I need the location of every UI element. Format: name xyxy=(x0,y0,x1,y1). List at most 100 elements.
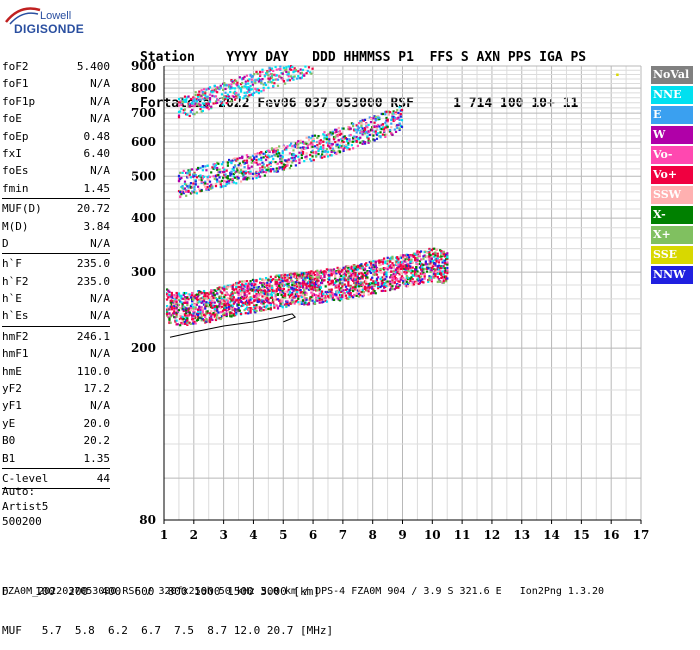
echo-dot xyxy=(237,301,240,304)
echo-dot xyxy=(297,297,300,300)
echo-dot xyxy=(361,288,364,291)
echo-dot xyxy=(245,291,249,294)
echo-dot xyxy=(295,285,299,288)
echo-dot xyxy=(394,256,398,259)
echo-dot xyxy=(330,269,333,272)
echo-dot xyxy=(371,291,374,294)
echo-dot xyxy=(247,301,250,304)
echo-dot xyxy=(278,152,281,155)
echo-dot xyxy=(328,276,331,279)
echo-dot xyxy=(266,168,269,171)
y-tick-label: 300 xyxy=(131,265,156,279)
echo-dot xyxy=(397,123,400,127)
echo-dot xyxy=(379,131,382,134)
echo-dot xyxy=(223,314,226,317)
echo-dot xyxy=(398,128,401,132)
echo-dot xyxy=(243,75,246,78)
echo-dot xyxy=(293,156,296,160)
echo-dot xyxy=(179,317,182,321)
echo-dot xyxy=(204,296,207,299)
echo-dot xyxy=(253,306,256,309)
echo-dot xyxy=(367,282,370,286)
echo-dot xyxy=(174,319,177,322)
echo-dot xyxy=(264,308,268,311)
echo-dot xyxy=(391,279,394,282)
echo-dot xyxy=(319,290,323,293)
echo-dot xyxy=(385,271,388,274)
echo-dot xyxy=(383,282,386,285)
echo-dot xyxy=(193,312,196,315)
echo-dot xyxy=(177,303,181,307)
echo-dot xyxy=(298,282,301,285)
echo-dot xyxy=(270,74,274,77)
echo-dot xyxy=(214,309,218,313)
echo-dot xyxy=(185,318,188,322)
echo-dot xyxy=(237,309,240,313)
echo-dot xyxy=(373,268,376,271)
echo-dot xyxy=(216,178,219,181)
echo-dot xyxy=(348,293,351,296)
echo-dot xyxy=(396,271,399,274)
echo-dot xyxy=(290,302,293,305)
echo-dot xyxy=(182,111,185,114)
echo-dot xyxy=(225,182,228,186)
echo-dot xyxy=(329,272,332,275)
echo-dot xyxy=(318,139,321,143)
echo-dot xyxy=(307,299,311,302)
echo-dot xyxy=(266,304,269,307)
echo-dot xyxy=(213,177,216,180)
echo-dot xyxy=(216,98,219,101)
echo-dot xyxy=(379,263,382,266)
echo-dot xyxy=(237,177,240,180)
echo-dot xyxy=(422,271,425,274)
echo-dot xyxy=(293,302,296,305)
echo-dot xyxy=(205,188,208,191)
echo-dot xyxy=(373,273,376,277)
echo-dot xyxy=(208,100,212,103)
echo-dot xyxy=(213,313,216,316)
echo-dot xyxy=(249,84,252,88)
echo-dot xyxy=(439,267,442,270)
echo-dot xyxy=(356,268,359,271)
echo-dot xyxy=(186,307,189,310)
x-tick-label: 16 xyxy=(603,528,620,542)
echo-dot xyxy=(331,143,334,146)
echo-dot xyxy=(200,94,203,97)
echo-dot xyxy=(387,284,390,287)
x-tick-label: 10 xyxy=(424,528,441,542)
echo-dot xyxy=(279,154,282,157)
echo-dot xyxy=(330,288,333,291)
echo-dot xyxy=(399,263,402,266)
echo-dot xyxy=(311,280,314,283)
echo-dot xyxy=(419,258,423,261)
echo-dot xyxy=(201,102,204,105)
echo-dot xyxy=(247,176,250,180)
echo-dot xyxy=(384,126,387,129)
echo-dot xyxy=(371,287,374,290)
echo-dot xyxy=(236,304,239,307)
echo-dot xyxy=(237,85,240,88)
echo-dot xyxy=(410,260,413,263)
echo-dot xyxy=(225,95,228,98)
echo-dot xyxy=(330,291,333,294)
echo-dot xyxy=(375,269,379,272)
echo-dot xyxy=(213,95,216,98)
echo-dot xyxy=(324,296,327,300)
echo-dot xyxy=(293,158,296,161)
echo-dot xyxy=(286,280,289,283)
echo-dot xyxy=(179,190,182,194)
echo-dot xyxy=(232,175,235,178)
echo-dot xyxy=(223,173,226,177)
echo-dot xyxy=(247,289,250,292)
echo-dot xyxy=(334,286,337,289)
echo-dot xyxy=(354,288,357,291)
echo-dot xyxy=(167,296,170,299)
echo-dot xyxy=(386,128,389,131)
echo-dot xyxy=(200,180,203,183)
echo-dot xyxy=(393,288,396,291)
echo-dot xyxy=(322,146,325,150)
echo-dot xyxy=(248,172,251,175)
echo-dot xyxy=(173,295,176,299)
echo-dot xyxy=(269,305,272,308)
echo-dot xyxy=(260,291,263,294)
